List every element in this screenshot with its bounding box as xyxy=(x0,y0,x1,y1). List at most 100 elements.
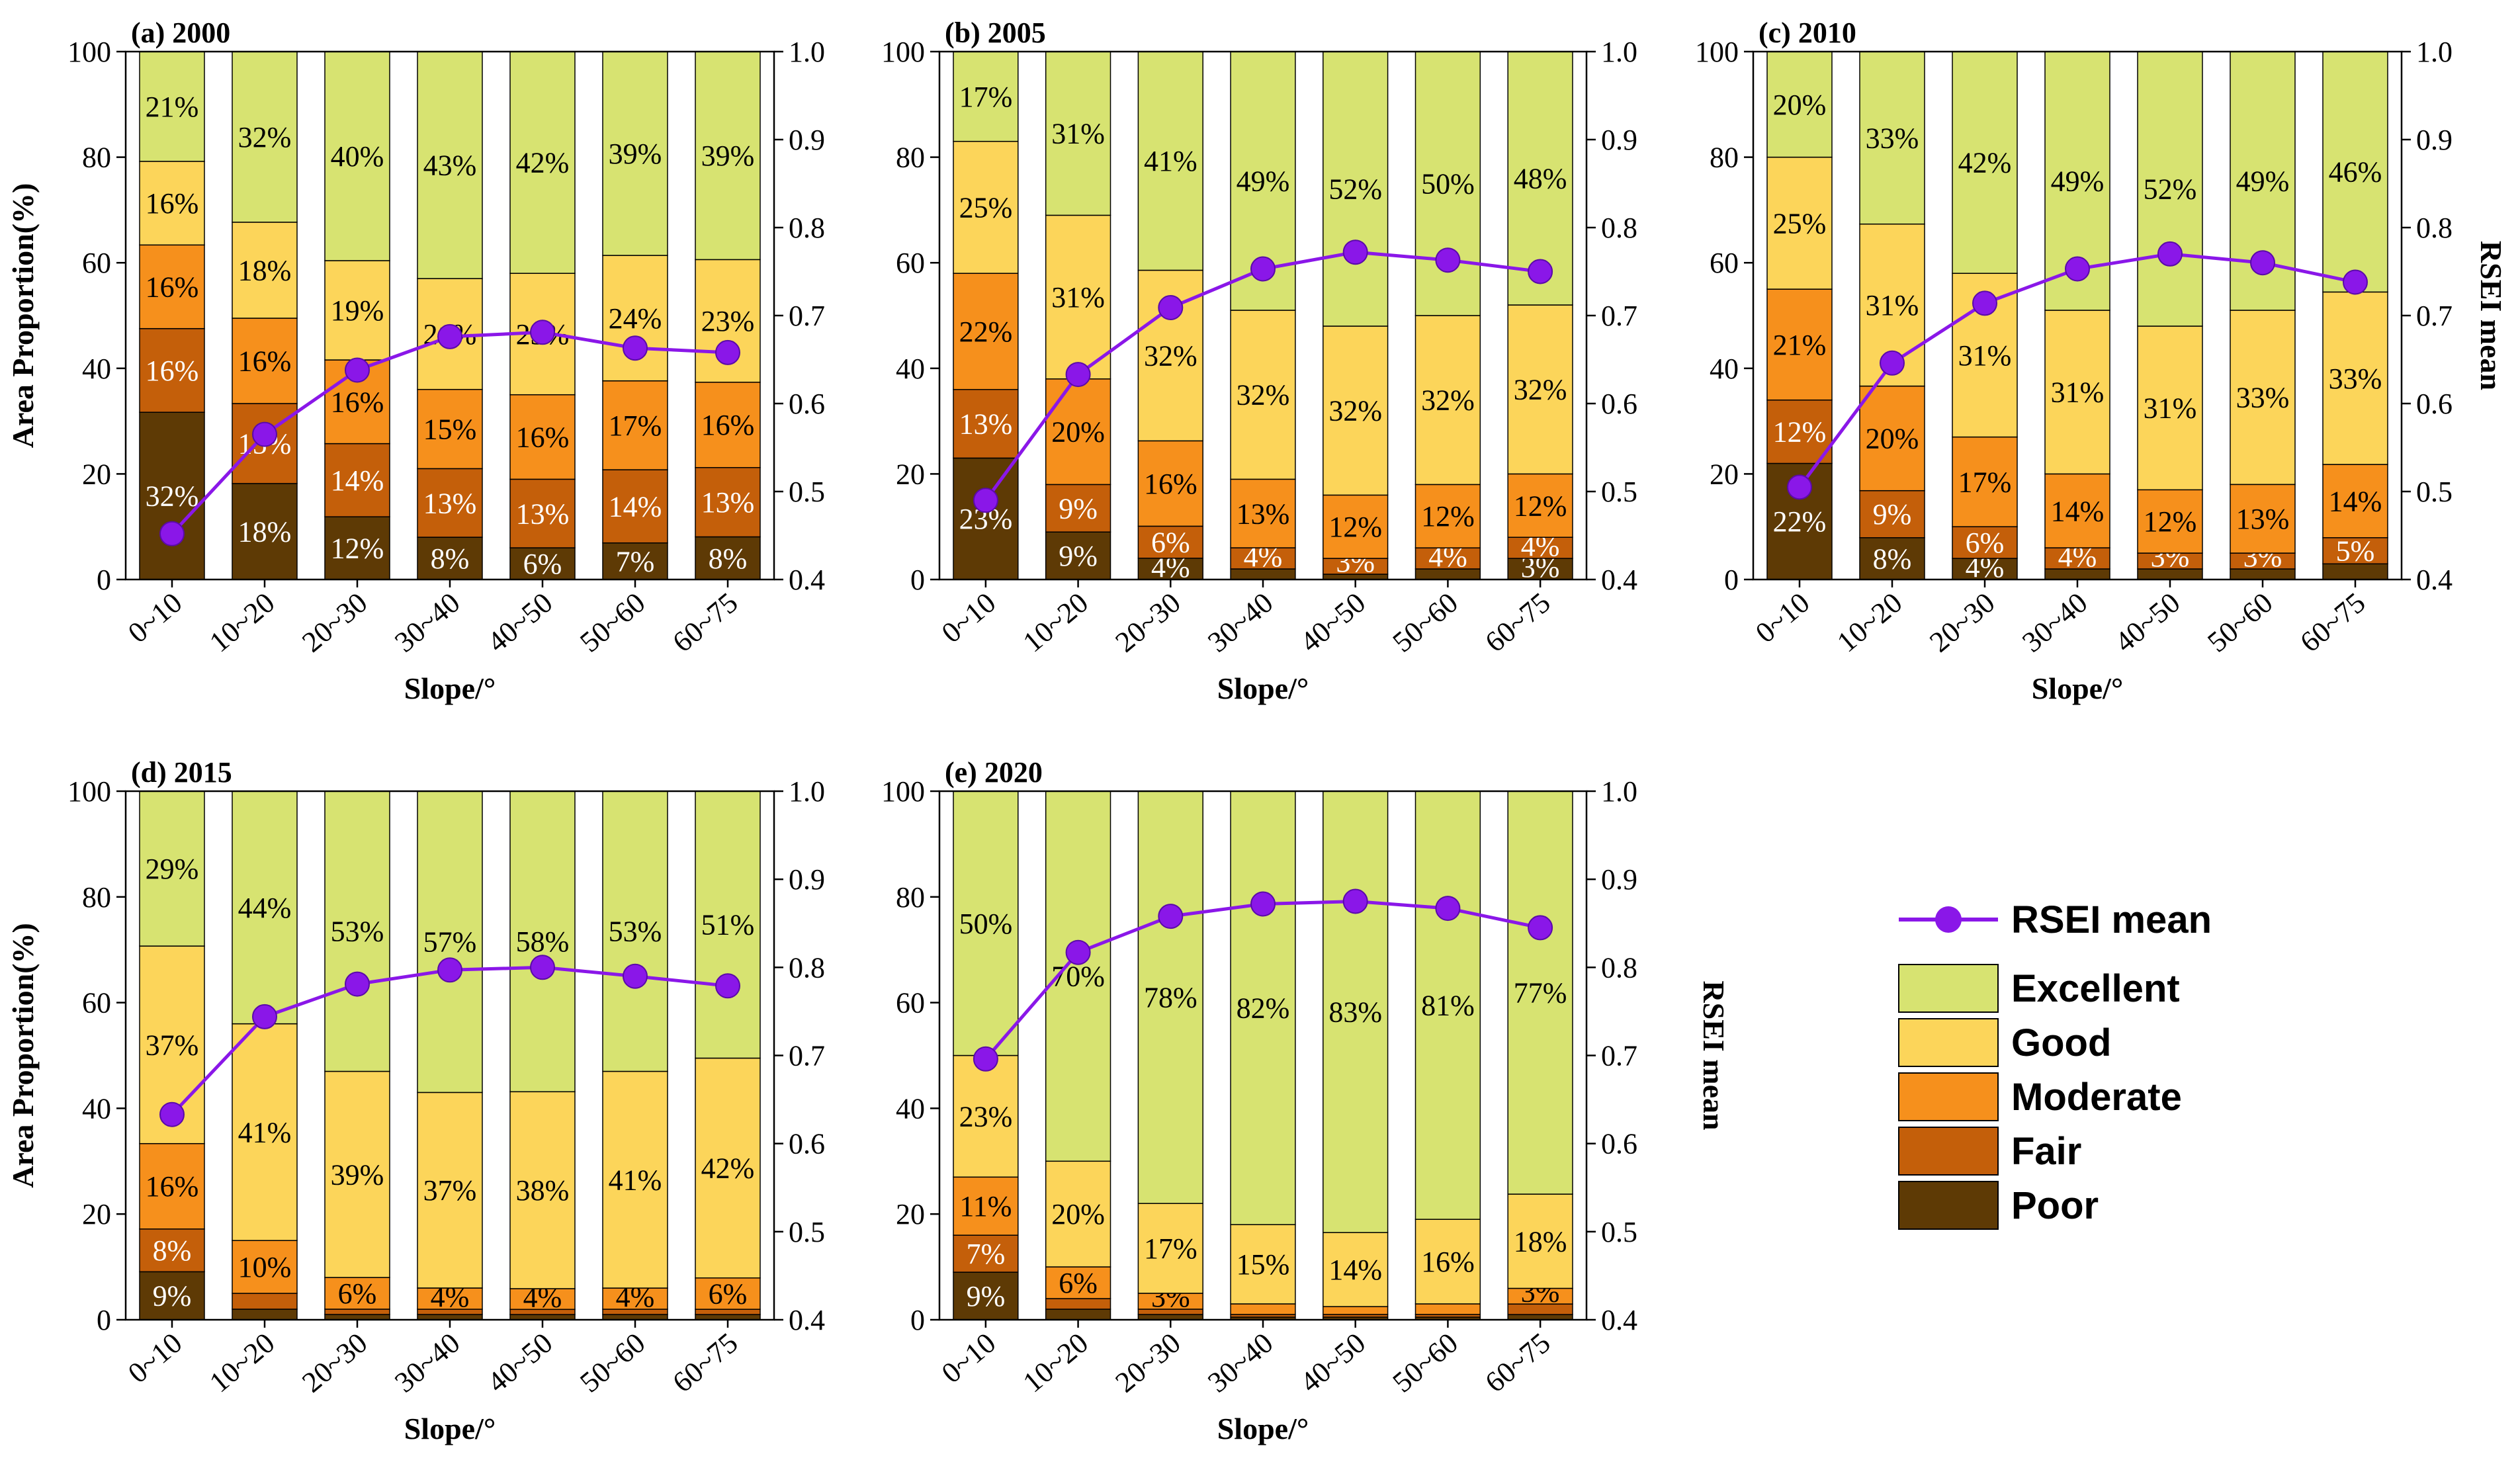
right-tick-label: 0.5 xyxy=(789,476,825,508)
right-axis-title: RSEI mean xyxy=(1697,980,1731,1130)
left-tick-label: 40 xyxy=(1710,353,1739,385)
x-axis-title: Slope/° xyxy=(1217,671,1309,705)
rsei-mean-point xyxy=(2065,256,2090,282)
panel-title: (c) 2010 xyxy=(1759,17,1856,49)
bar-segment-good xyxy=(1323,1232,1389,1307)
right-tick-label: 0.8 xyxy=(2416,212,2453,244)
rsei-mean-point xyxy=(973,1046,998,1072)
bar-segment-excellent xyxy=(602,791,668,1072)
data-label: 8% xyxy=(153,1234,192,1267)
right-tick-label: 0.9 xyxy=(789,124,825,156)
right-tick-label: 0.8 xyxy=(789,212,825,244)
bar-segment-good xyxy=(695,1057,761,1279)
rsei-mean-point xyxy=(2157,241,2183,267)
bar-segment-moderate xyxy=(1323,1306,1389,1315)
bar-segment-moderate xyxy=(602,1287,668,1310)
data-label: 53% xyxy=(331,916,384,948)
data-label: 32% xyxy=(1144,340,1197,372)
data-label: 43% xyxy=(423,150,477,182)
bar-segment-poor xyxy=(509,547,576,580)
data-label: 16% xyxy=(238,345,292,378)
data-label: 33% xyxy=(2236,382,2290,414)
data-label: 51% xyxy=(701,909,755,941)
panel-title: (b) 2005 xyxy=(945,17,1046,49)
legend-label-fair: Fair xyxy=(2011,1130,2081,1173)
rsei-mean-point xyxy=(1435,247,1461,273)
data-label: 15% xyxy=(423,413,477,446)
data-label: 14% xyxy=(2329,486,2382,518)
data-label: 12% xyxy=(331,533,384,565)
data-label: 16% xyxy=(146,355,199,387)
bar-segment-poor xyxy=(1045,1309,1111,1320)
left-tick-label: 0 xyxy=(910,564,925,596)
left-tick-label: 80 xyxy=(82,142,111,174)
bar-segment-good xyxy=(1230,1224,1296,1305)
data-label: 77% xyxy=(1514,977,1567,1009)
data-label: 25% xyxy=(1773,207,1827,239)
right-tick-label: 0.5 xyxy=(1601,476,1637,508)
legend-label-excellent: Excellent xyxy=(2011,967,2180,1010)
bar-segment-moderate xyxy=(1414,1303,1481,1315)
data-label: 17% xyxy=(959,81,1013,113)
data-label: 53% xyxy=(609,916,662,948)
data-label: 48% xyxy=(1514,163,1567,195)
data-label: 17% xyxy=(609,409,662,442)
x-tick-label: 60~75 xyxy=(666,1326,744,1398)
data-label: 12% xyxy=(1421,500,1475,533)
right-axis-title: RSEI mean xyxy=(2474,241,2508,390)
left-tick-label: 40 xyxy=(896,353,925,385)
rsei-mean-point xyxy=(530,955,555,980)
x-tick-label: 20~30 xyxy=(296,586,373,658)
panel-3: 22%12%21%25%20%8%9%20%31%33%4%6%17%31%42… xyxy=(1695,17,2508,705)
bar-segment-excellent xyxy=(509,791,576,1093)
data-label: 50% xyxy=(959,908,1013,940)
right-tick-label: 0.4 xyxy=(1601,1304,1637,1336)
bar-segment-poor xyxy=(695,536,761,580)
data-label: 13% xyxy=(2236,503,2290,535)
bar-segment-poor xyxy=(1859,537,1925,580)
rsei-mean-point xyxy=(623,963,648,989)
data-label: 46% xyxy=(2329,156,2382,189)
data-label: 82% xyxy=(1237,992,1290,1025)
left-tick-label: 100 xyxy=(881,775,925,808)
data-label: 22% xyxy=(1773,505,1827,538)
bar-segment-excellent xyxy=(2137,51,2203,327)
x-tick-label: 30~40 xyxy=(388,1326,466,1398)
bar-segment-good xyxy=(1507,304,1573,475)
left-axis-title: Area Proportion(%) xyxy=(6,183,40,449)
bar-segment-moderate xyxy=(232,318,298,404)
data-label: 16% xyxy=(146,1170,199,1203)
bar-segment-fair xyxy=(1045,1298,1111,1310)
data-label: 12% xyxy=(1773,416,1827,449)
bar-segment-poor xyxy=(1137,558,1203,580)
data-label: 49% xyxy=(2051,165,2105,198)
bar-segment-moderate xyxy=(2137,489,2203,554)
rsei-mean-point xyxy=(252,1004,277,1029)
bar-segment-moderate xyxy=(1045,1266,1111,1299)
bar-segment-poor xyxy=(1045,531,1111,580)
data-label: 14% xyxy=(331,464,384,497)
data-label: 16% xyxy=(146,271,199,304)
data-label: 70% xyxy=(1051,961,1105,993)
bar-segment-excellent xyxy=(1859,51,1925,225)
bar-segment-good xyxy=(139,945,205,1144)
bar-segment-excellent xyxy=(1952,51,2018,274)
right-tick-label: 0.4 xyxy=(2416,564,2453,596)
x-tick-label: 30~40 xyxy=(388,586,466,658)
x-tick-label: 50~60 xyxy=(2201,586,2279,658)
data-label: 32% xyxy=(1514,374,1567,406)
data-label: 32% xyxy=(1328,395,1382,427)
data-label: 9% xyxy=(1873,498,1912,531)
data-label: 6% xyxy=(1151,527,1190,559)
data-label: 12% xyxy=(1514,490,1567,522)
data-label: 12% xyxy=(2144,505,2197,538)
panel-title: (e) 2020 xyxy=(945,756,1043,789)
data-label: 9% xyxy=(1059,492,1098,525)
x-tick-label: 0~10 xyxy=(122,1326,188,1389)
bar-segment-excellent xyxy=(324,51,390,261)
legend: RSEI mean Excellent Good Moderate Fair Poor xyxy=(1898,898,2212,1230)
bar-segment-good xyxy=(953,1054,1019,1178)
left-tick-label: 60 xyxy=(1710,247,1739,279)
left-tick-label: 20 xyxy=(896,458,925,490)
panel-1: 32% 16% 16% 16% 21% 18% 15% 16% 18% 32% 12% 14% 16% 1… xyxy=(6,17,825,705)
